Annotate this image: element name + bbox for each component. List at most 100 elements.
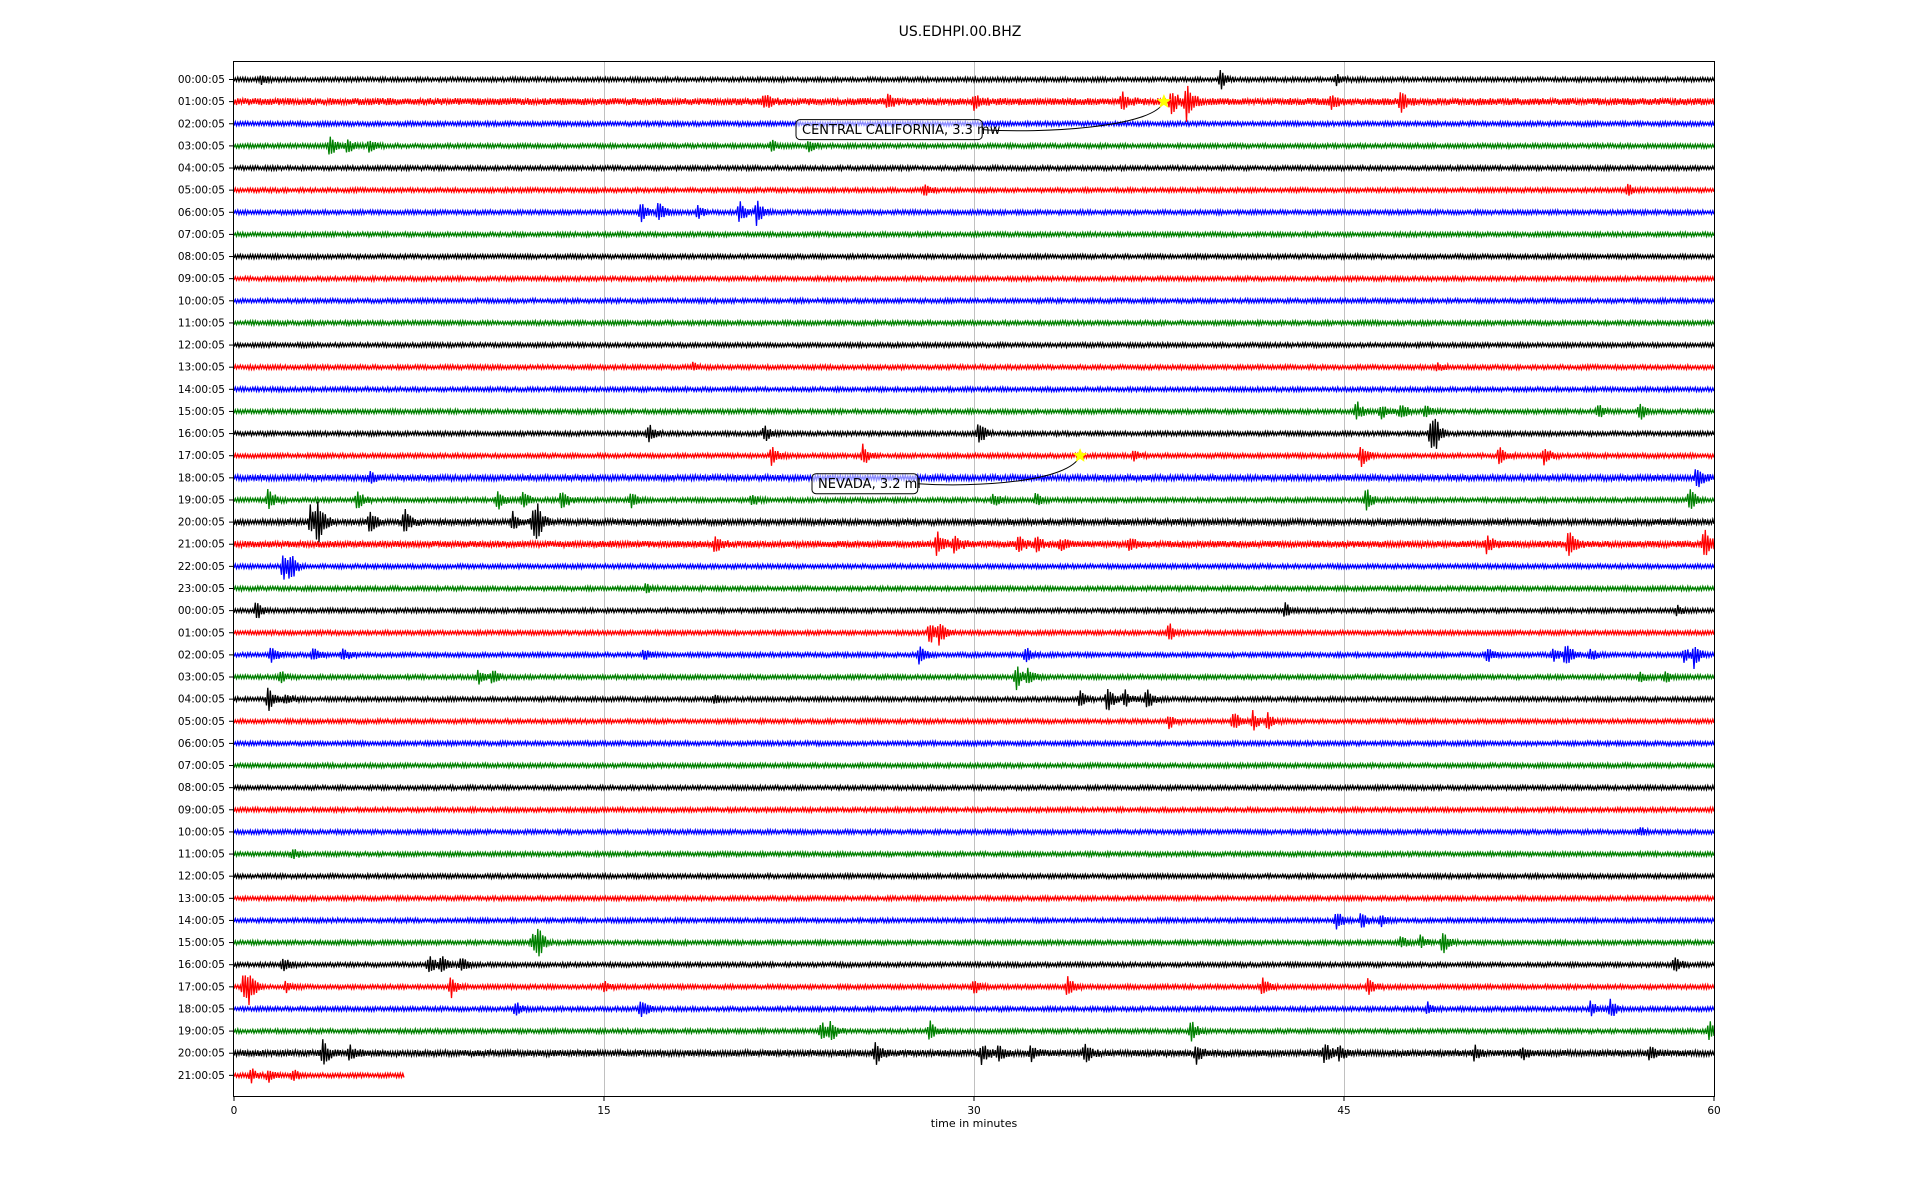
- trace-start-time-label: 19:00:05: [178, 1026, 225, 1038]
- seismic-trace: [233, 183, 1715, 196]
- seismic-trace: [233, 956, 1715, 973]
- trace-start-time-label: 16:00:05: [178, 428, 225, 440]
- trace-start-time-label: 02:00:05: [178, 649, 225, 661]
- seismic-trace: [233, 340, 1715, 350]
- trace-start-time-label: 07:00:05: [178, 229, 225, 241]
- chart-title: US.EDHPI.00.BHZ: [899, 24, 1022, 40]
- trace-start-time-label: 21:00:05: [178, 1070, 225, 1082]
- seismic-trace: [233, 913, 1715, 930]
- trace-start-time-label: 13:00:05: [178, 362, 225, 374]
- seismic-trace: [233, 274, 1715, 284]
- seismic-trace: [233, 555, 1715, 580]
- seismic-trace: [233, 529, 1715, 556]
- trace-start-time-label: 12:00:05: [178, 871, 225, 883]
- annotation-connector: [982, 101, 1165, 132]
- trace-start-time-label: 04:00:05: [178, 163, 225, 175]
- seismic-trace: [233, 1020, 1715, 1042]
- trace-start-time-label: 03:00:05: [178, 140, 225, 152]
- seismic-trace: [233, 871, 1715, 881]
- seismic-trace: [233, 384, 1715, 394]
- trace-start-time-label: 17:00:05: [178, 450, 225, 462]
- seismic-trace: [233, 501, 1715, 543]
- trace-start-time-label: 19:00:05: [178, 494, 225, 506]
- seismic-trace: [233, 783, 1715, 793]
- trace-start-time-label: 07:00:05: [178, 760, 225, 772]
- annotation-label: NEVADA, 3.2 ml: [818, 477, 921, 492]
- trace-start-time-label: 20:00:05: [178, 517, 225, 529]
- trace-start-time-label: 00:00:05: [178, 605, 225, 617]
- trace-start-time-label: 03:00:05: [178, 672, 225, 684]
- trace-start-time-label: 04:00:05: [178, 694, 225, 706]
- trace-start-time-label: 05:00:05: [178, 185, 225, 197]
- x-tick-label: 0: [231, 1105, 238, 1117]
- trace-start-time-label: 23:00:05: [178, 583, 225, 595]
- trace-start-time-label: 13:00:05: [178, 893, 225, 905]
- trace-start-time-label: 17:00:05: [178, 981, 225, 993]
- event-star-marker: [1072, 447, 1088, 462]
- seismic-trace: [233, 85, 1715, 122]
- x-tick-label: 45: [1337, 1105, 1350, 1117]
- axes-frame: [233, 61, 1715, 1097]
- seismic-trace: [233, 1068, 405, 1084]
- annotation-label: CENTRAL CALIFORNIA, 3.3 mw: [802, 123, 1001, 138]
- x-tick-label: 15: [597, 1105, 610, 1117]
- trace-start-time-label: 15:00:05: [178, 937, 225, 949]
- seismic-trace: [233, 489, 1715, 511]
- seismic-trace: [233, 805, 1715, 815]
- trace-start-time-label: 11:00:05: [178, 849, 225, 861]
- x-tick-label: 60: [1707, 1105, 1720, 1117]
- seismic-trace: [233, 975, 1715, 1006]
- trace-start-time-label: 09:00:05: [178, 804, 225, 816]
- seismic-trace: [233, 361, 1715, 372]
- trace-start-time-label: 22:00:05: [178, 561, 225, 573]
- trace-start-time-label: 16:00:05: [178, 959, 225, 971]
- seismic-trace: [233, 760, 1715, 770]
- annotation-box: [795, 119, 983, 141]
- seismic-trace: [233, 401, 1715, 420]
- trace-start-time-label: 08:00:05: [178, 782, 225, 794]
- seismic-trace: [233, 1039, 1715, 1066]
- trace-start-time-label: 06:00:05: [178, 207, 225, 219]
- seismic-trace: [233, 252, 1715, 262]
- annotation-connector: [917, 455, 1081, 486]
- trace-start-time-label: 06:00:05: [178, 738, 225, 750]
- seismic-trace: [233, 296, 1715, 306]
- trace-start-time-label: 01:00:05: [178, 96, 225, 108]
- seismic-trace: [233, 998, 1715, 1017]
- seismic-trace: [233, 469, 1715, 488]
- trace-start-time-label: 02:00:05: [178, 118, 225, 130]
- trace-start-time-label: 05:00:05: [178, 716, 225, 728]
- event-star-marker: [1156, 93, 1172, 108]
- trace-start-time-label: 10:00:05: [178, 295, 225, 307]
- annotation-box: [811, 473, 919, 495]
- trace-start-time-label: 11:00:05: [178, 317, 225, 329]
- seismic-traces: [233, 70, 1715, 1084]
- seismic-trace: [233, 200, 1715, 226]
- seismic-trace: [233, 602, 1715, 619]
- seismic-trace: [233, 666, 1715, 691]
- trace-start-time-label: 20:00:05: [178, 1048, 225, 1060]
- seismic-trace: [233, 418, 1715, 449]
- seismic-trace: [233, 623, 1715, 646]
- seismic-trace: [233, 229, 1715, 239]
- trace-start-time-label: 09:00:05: [178, 273, 225, 285]
- seismic-trace: [233, 893, 1715, 903]
- seismic-trace: [233, 70, 1715, 90]
- seismic-trace: [233, 318, 1715, 328]
- seismic-trace: [233, 928, 1715, 957]
- x-tick-label: 30: [967, 1105, 980, 1117]
- trace-start-time-label: 14:00:05: [178, 915, 225, 927]
- seismic-trace: [233, 849, 1715, 859]
- trace-start-time-label: 18:00:05: [178, 472, 225, 484]
- trace-start-time-label: 08:00:05: [178, 251, 225, 263]
- x-axis-label: time in minutes: [931, 1117, 1018, 1130]
- seismic-trace: [233, 645, 1715, 670]
- seismic-trace: [233, 583, 1715, 594]
- event-annotations: CENTRAL CALIFORNIA, 3.3 mw NEVADA, 3.2 ml: [795, 93, 1172, 495]
- seismic-trace: [233, 443, 1715, 468]
- trace-start-time-label: 18:00:05: [178, 1003, 225, 1015]
- trace-start-time-label: 15:00:05: [178, 406, 225, 418]
- seismic-trace: [233, 710, 1715, 731]
- seismic-trace: [233, 826, 1715, 837]
